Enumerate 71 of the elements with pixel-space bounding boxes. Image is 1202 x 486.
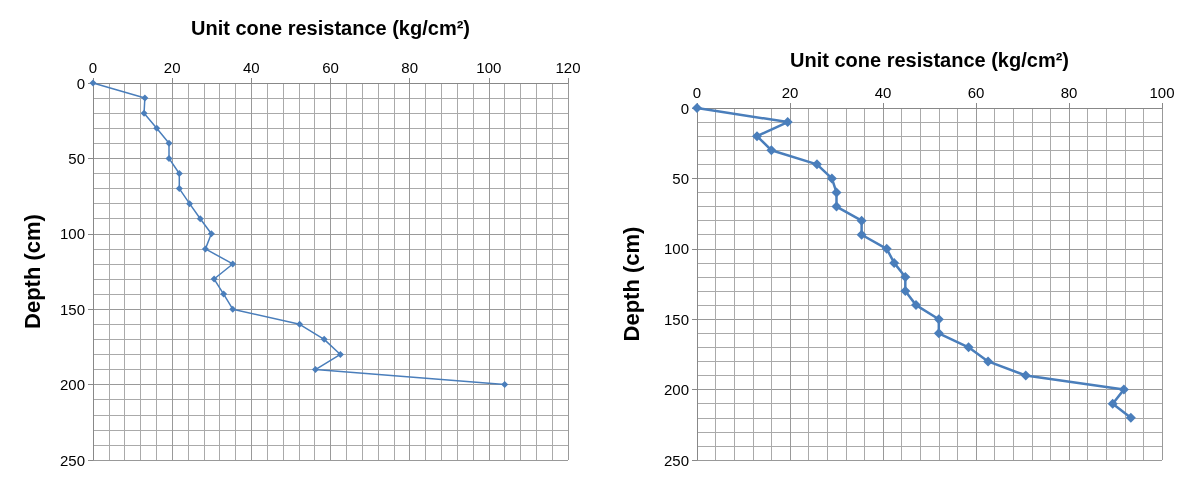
point [766, 145, 777, 156]
point [140, 109, 148, 117]
y-tick-label: 250 [663, 451, 689, 469]
y-tick-label: 200 [663, 381, 689, 399]
y-tick-label: 150 [663, 310, 689, 328]
x-tick-label: 100 [476, 59, 502, 76]
x-tick-label: 80 [1060, 84, 1078, 101]
x-tick-label: 40 [242, 59, 260, 76]
y-tick-label: 0 [680, 99, 689, 117]
point [1125, 412, 1136, 423]
point [229, 305, 237, 313]
point [1118, 384, 1129, 395]
point [201, 245, 209, 253]
point [153, 124, 161, 132]
point [229, 260, 237, 268]
point [751, 131, 762, 142]
point [320, 335, 328, 343]
y-tick-label: 100 [59, 225, 85, 243]
point [831, 187, 842, 198]
point [175, 185, 183, 193]
point [1020, 370, 1031, 381]
x-tick-label: 80 [401, 59, 419, 76]
point [900, 271, 911, 282]
y-tick-label: 50 [68, 149, 85, 167]
y-axis-title: Depth (cm) [19, 214, 45, 329]
point [933, 314, 944, 325]
point [220, 290, 228, 298]
point [186, 200, 194, 208]
point [911, 300, 922, 311]
point [165, 139, 173, 147]
point [165, 154, 173, 162]
x-tick-label: 0 [88, 59, 98, 76]
x-axis-title: Unit cone resistance (kg/cm²) [790, 49, 1069, 71]
x-axis-title: Unit cone resistance (kg/cm²) [191, 17, 470, 39]
point [782, 117, 793, 128]
point [207, 230, 215, 238]
x-tick-label: 20 [163, 59, 181, 76]
x-tick-label: 40 [874, 84, 892, 101]
point [175, 169, 183, 177]
point [311, 366, 319, 374]
point [831, 201, 842, 212]
x-tick-label: 120 [555, 59, 581, 76]
x-tick-label: 20 [781, 84, 799, 101]
point [196, 215, 204, 223]
y-tick-label: 250 [59, 451, 85, 469]
y-axis-title: Depth (cm) [618, 226, 644, 342]
point [900, 286, 911, 297]
point [141, 94, 149, 102]
point [933, 328, 944, 339]
y-tick-label: 100 [663, 240, 689, 258]
y-tick-label: 150 [59, 300, 85, 318]
point [856, 215, 867, 226]
point [889, 257, 900, 268]
x-tick-label: 60 [322, 59, 339, 76]
y-tick-label: 200 [59, 376, 85, 394]
point [336, 350, 344, 358]
point [692, 103, 702, 113]
point [856, 229, 867, 240]
y-tick-label: 50 [672, 169, 689, 187]
point [983, 356, 994, 367]
point [811, 159, 822, 170]
point [501, 381, 509, 389]
x-tick-label: 60 [967, 84, 985, 101]
point [210, 275, 218, 283]
x-tick-label: 100 [1149, 84, 1175, 101]
point [881, 243, 892, 254]
point [1107, 398, 1118, 409]
point [296, 320, 304, 328]
x-tick-label: 0 [692, 84, 702, 101]
point [963, 342, 974, 353]
point [826, 173, 837, 184]
